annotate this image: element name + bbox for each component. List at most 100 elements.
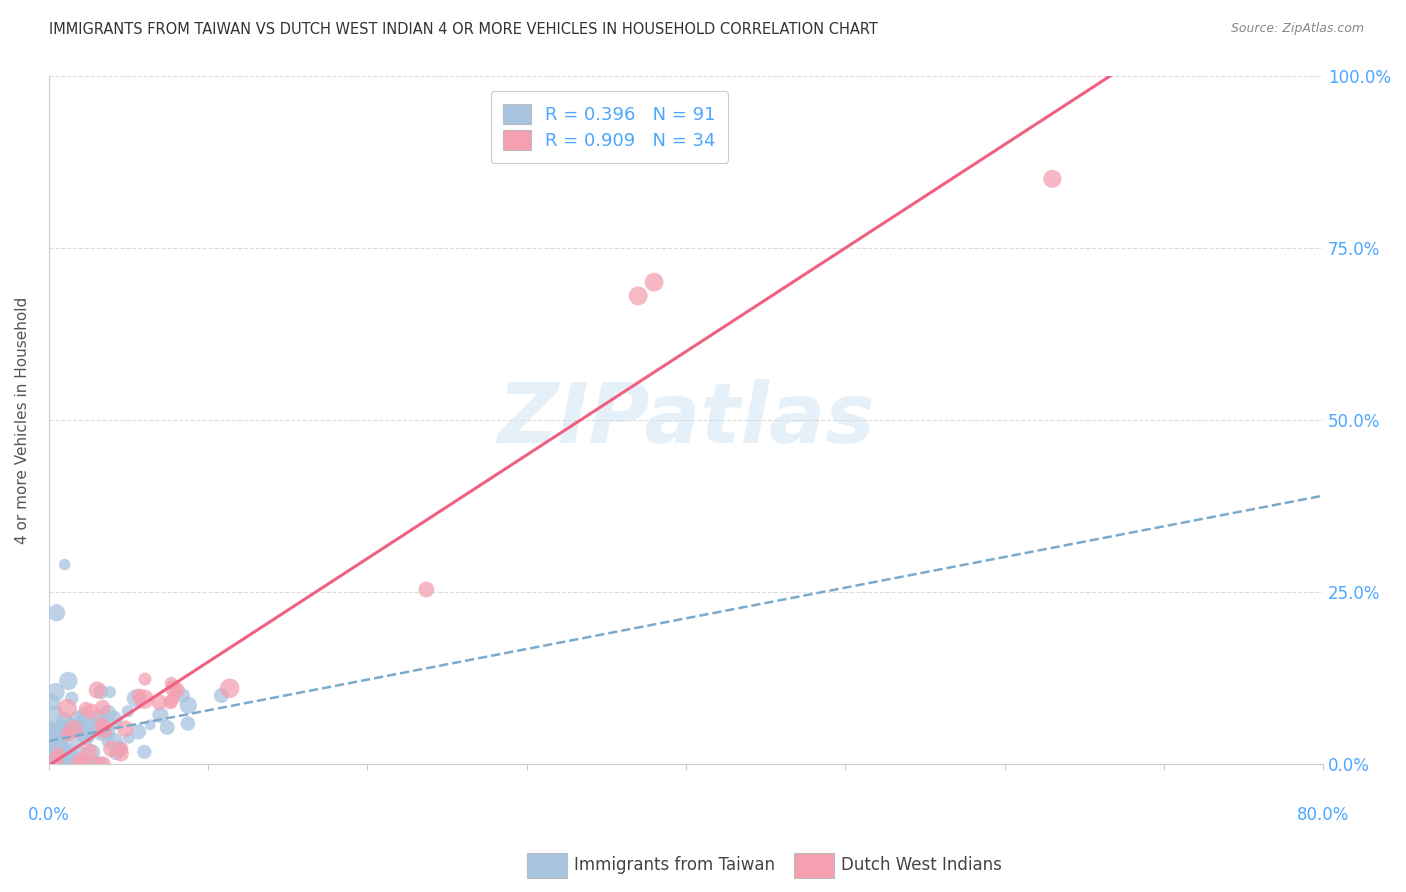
- Point: [80, 746, 103, 760]
- Point: [75, 728, 97, 742]
- Point: [627, 289, 650, 303]
- Y-axis label: 4 or more Vehicles in Household: 4 or more Vehicles in Household: [15, 296, 30, 543]
- Point: [1040, 171, 1063, 186]
- Point: [45, 606, 67, 620]
- Point: [62, 723, 84, 737]
- Point: [38, 726, 60, 740]
- Point: [70, 756, 93, 770]
- Point: [67, 745, 90, 759]
- Point: [90, 685, 112, 699]
- Point: [75, 702, 97, 716]
- Point: [58, 673, 80, 688]
- Point: [52, 731, 75, 745]
- Point: [162, 681, 184, 696]
- Point: [69, 716, 91, 731]
- Point: [56, 727, 79, 741]
- Point: [52, 757, 75, 772]
- Point: [46, 755, 69, 769]
- Point: [55, 728, 77, 742]
- Point: [75, 757, 97, 772]
- Point: [46, 730, 69, 744]
- Point: [643, 275, 665, 289]
- Point: [134, 745, 156, 759]
- Text: 0.0%: 0.0%: [28, 805, 70, 823]
- Point: [415, 582, 437, 597]
- Text: IMMIGRANTS FROM TAIWAN VS DUTCH WEST INDIAN 4 OR MORE VEHICLES IN HOUSEHOLD CORR: IMMIGRANTS FROM TAIWAN VS DUTCH WEST IND…: [49, 22, 879, 37]
- Point: [77, 715, 100, 730]
- Point: [53, 714, 76, 728]
- Text: ZIPatlas: ZIPatlas: [496, 379, 875, 460]
- Point: [70, 756, 93, 771]
- Point: [160, 676, 183, 690]
- Point: [114, 722, 136, 736]
- Point: [105, 746, 128, 760]
- Point: [44, 707, 66, 722]
- Point: [45, 757, 67, 772]
- Text: Source: ZipAtlas.com: Source: ZipAtlas.com: [1230, 22, 1364, 36]
- Point: [41, 695, 63, 709]
- Point: [66, 732, 89, 747]
- Point: [177, 716, 200, 731]
- Point: [127, 724, 149, 739]
- Legend: R = 0.396   N = 91, R = 0.909   N = 34: R = 0.396 N = 91, R = 0.909 N = 34: [491, 92, 728, 163]
- Point: [160, 694, 183, 708]
- Point: [56, 744, 79, 758]
- Point: [42, 742, 65, 756]
- Point: [45, 739, 67, 753]
- Point: [73, 708, 96, 723]
- Point: [46, 757, 69, 772]
- Point: [41, 757, 63, 772]
- Point: [55, 742, 77, 756]
- Point: [87, 711, 110, 725]
- Point: [49, 723, 72, 738]
- Point: [132, 692, 155, 706]
- Point: [172, 689, 194, 703]
- Point: [56, 701, 79, 715]
- Point: [83, 757, 105, 772]
- Point: [91, 756, 114, 771]
- Point: [41, 757, 63, 772]
- Point: [42, 724, 65, 739]
- Point: [39, 757, 62, 772]
- Point: [90, 726, 112, 740]
- Point: [45, 756, 67, 771]
- Point: [91, 700, 114, 714]
- Point: [60, 720, 83, 734]
- Point: [100, 742, 122, 756]
- Point: [39, 754, 62, 768]
- Point: [86, 757, 108, 772]
- Point: [62, 752, 84, 766]
- Point: [52, 742, 75, 756]
- Point: [46, 746, 69, 760]
- Text: Dutch West Indians: Dutch West Indians: [841, 856, 1001, 874]
- Point: [80, 705, 103, 719]
- Point: [103, 735, 125, 749]
- Point: [96, 734, 118, 748]
- Point: [108, 744, 131, 758]
- Point: [103, 713, 125, 727]
- Point: [38, 721, 60, 735]
- Point: [44, 757, 66, 772]
- Point: [44, 747, 66, 762]
- Point: [148, 695, 170, 709]
- Point: [90, 716, 112, 731]
- Point: [45, 735, 67, 749]
- Point: [177, 698, 200, 713]
- Point: [39, 757, 62, 772]
- Point: [44, 685, 66, 699]
- Point: [166, 683, 188, 698]
- Point: [65, 757, 87, 772]
- Point: [77, 745, 100, 759]
- Point: [218, 681, 240, 696]
- Point: [60, 691, 83, 706]
- Point: [63, 757, 86, 772]
- Point: [41, 757, 63, 772]
- Point: [128, 689, 150, 703]
- Point: [110, 747, 132, 761]
- Point: [42, 757, 65, 772]
- Point: [51, 717, 73, 731]
- Point: [97, 726, 120, 740]
- Point: [134, 672, 156, 686]
- Point: [76, 728, 98, 742]
- Point: [159, 695, 181, 709]
